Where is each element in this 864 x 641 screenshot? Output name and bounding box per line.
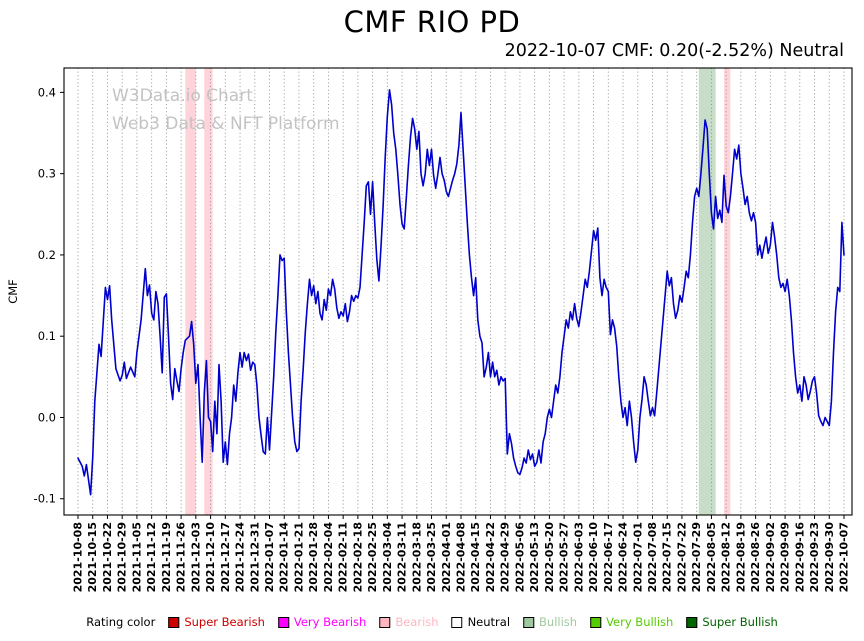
- x-tick-label: 2021-11-26: [175, 522, 188, 593]
- rating-band-bearish: [724, 68, 731, 515]
- x-tick-label: 2022-01-07: [263, 522, 276, 592]
- x-tick-label: 2022-04-01: [440, 522, 453, 592]
- y-tick-label: -0.1: [34, 492, 56, 506]
- legend-item-label: Super Bearish: [184, 615, 265, 629]
- legend-swatch: [686, 616, 698, 628]
- legend-title: Rating color: [86, 615, 156, 629]
- x-tick-label: 2021-10-22: [101, 522, 114, 592]
- y-tick-label: 0.0: [38, 410, 56, 424]
- x-tick-label: 2021-10-15: [86, 522, 99, 592]
- legend-item: Bearish: [379, 615, 439, 629]
- rating-legend: Rating color Super Bearish Very Bearish Be…: [86, 615, 778, 629]
- x-tick-label: 2021-11-05: [130, 522, 143, 592]
- rating-band-bearish: [185, 68, 196, 515]
- x-tick-label: 2022-03-25: [425, 522, 438, 592]
- page-title: CMF RIO PD: [343, 5, 521, 39]
- x-tick-label: 2022-09-30: [823, 522, 836, 593]
- x-tick-label: 2022-07-29: [690, 522, 703, 592]
- legend-item-label: Very Bullish: [606, 615, 674, 629]
- x-tick-label: 2022-08-19: [734, 522, 747, 592]
- x-tick-label: 2022-05-27: [558, 522, 571, 592]
- x-tick-label: 2022-07-15: [661, 522, 674, 592]
- x-tick-label: 2021-12-24: [234, 522, 247, 593]
- y-tick-label: 0.1: [38, 329, 56, 343]
- cmf-line-chart: 2021-10-08 2021-10-15 2021-10-22 2021-10-29…: [6, 67, 853, 593]
- x-tick-label: 2022-04-29: [499, 522, 512, 592]
- plot-frame: [63, 67, 853, 516]
- x-tick-label: 2021-12-17: [219, 522, 232, 592]
- legend-item: Super Bearish: [168, 615, 265, 629]
- x-tick-label: 2021-12-03: [189, 522, 202, 592]
- x-tick-label: 2022-01-21: [292, 522, 305, 592]
- x-tick-label: 2022-04-08: [455, 522, 468, 592]
- legend-item-label: Bullish: [539, 615, 578, 629]
- x-tick-label: 2022-02-25: [366, 522, 379, 592]
- legend-swatch: [277, 616, 289, 628]
- x-tick-label: 2022-06-03: [572, 522, 585, 592]
- x-tick-label: 2021-10-08: [72, 522, 85, 592]
- legend-item: Neutral: [451, 615, 511, 629]
- legend-swatch: [523, 616, 535, 628]
- x-tick-label: 2022-06-10: [587, 522, 600, 593]
- x-tick-label: 2022-01-14: [278, 522, 291, 593]
- legend-item-label: Very Bearish: [293, 615, 367, 629]
- x-tick-label: 2022-04-15: [469, 522, 482, 592]
- rating-band-bearish: [204, 68, 213, 515]
- x-tick-label: 2022-06-24: [617, 522, 630, 593]
- latest-value-subtitle: 2022-10-07 CMF: 0.20(-2.52%) Neutral: [504, 41, 844, 61]
- x-tick-label: 2022-02-11: [337, 522, 350, 592]
- x-tick-label: 2022-07-22: [675, 522, 688, 592]
- x-tick-label: 2022-08-26: [749, 522, 762, 593]
- x-tick-label: 2022-09-23: [808, 522, 821, 592]
- y-tick-label: 0.4: [38, 85, 56, 99]
- legend-item-label: Super Bullish: [702, 615, 778, 629]
- x-tick-label: 2021-12-10: [204, 522, 217, 593]
- x-tick-label: 2022-02-18: [351, 522, 364, 592]
- cmf-line: [77, 89, 845, 496]
- x-tick-label: 2022-08-05: [705, 522, 718, 592]
- x-tick-label: 2022-07-08: [646, 522, 659, 592]
- x-tick-label: 2022-05-06: [513, 522, 526, 593]
- x-tick-label: 2021-12-31: [248, 522, 261, 592]
- legend-items: Super Bearish Very Bearish Bearish Neutral B…: [168, 615, 778, 629]
- x-tick-label: 2021-11-19: [160, 522, 173, 592]
- legend-swatch: [168, 616, 180, 628]
- legend-swatch: [590, 616, 602, 628]
- x-tick-label: 2022-03-18: [410, 522, 423, 592]
- x-tick-label: 2022-07-01: [631, 522, 644, 592]
- x-tick-label: 2022-04-22: [484, 522, 497, 592]
- legend-item: Very Bearish: [277, 615, 367, 629]
- x-tick-label: 2022-09-02: [764, 522, 777, 592]
- legend-item: Very Bullish: [590, 615, 673, 629]
- y-axis-label: CMF: [6, 279, 20, 304]
- legend-item: Super Bullish: [686, 615, 778, 629]
- x-tick-label: 2022-09-16: [793, 522, 806, 593]
- x-tick-label: 2022-09-09: [779, 522, 792, 592]
- legend-swatch: [379, 616, 391, 628]
- x-tick-label: 2022-06-17: [602, 522, 615, 592]
- legend-item-label: Bearish: [395, 615, 439, 629]
- x-tick-label: 2022-10-07: [838, 522, 851, 592]
- y-tick-label: 0.3: [38, 167, 56, 181]
- y-tick-label: 0.2: [38, 248, 56, 262]
- x-tick-label: 2022-05-20: [543, 522, 556, 593]
- x-tick-label: 2021-10-29: [116, 522, 129, 592]
- x-tick-label: 2021-11-12: [145, 522, 158, 592]
- x-tick-label: 2022-03-04: [381, 522, 394, 593]
- x-tick-label: 2022-01-28: [307, 522, 320, 592]
- x-tick-label: 2022-05-13: [528, 522, 541, 592]
- legend-swatch: [451, 616, 463, 628]
- x-tick-label: 2022-03-11: [396, 522, 409, 592]
- x-tick-label: 2022-02-04: [322, 522, 335, 593]
- legend-item-label: Neutral: [467, 615, 511, 629]
- legend-item: Bullish: [523, 615, 577, 629]
- x-tick-label: 2022-08-12: [720, 522, 733, 592]
